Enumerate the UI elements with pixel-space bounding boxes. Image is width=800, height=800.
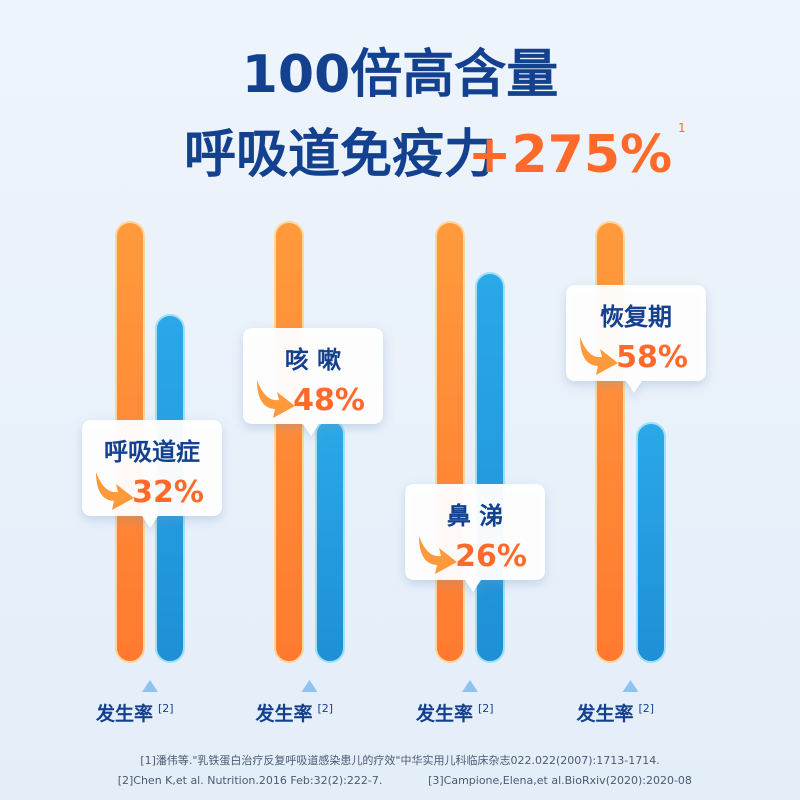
axis-label: 发生率 (254, 702, 312, 725)
up-triangle (301, 680, 318, 692)
callout-value: 32% (132, 475, 204, 510)
title-line2: 呼吸道免疫力 (184, 125, 496, 185)
blue-bar (315, 419, 345, 663)
callout (243, 328, 383, 436)
callout (82, 420, 222, 528)
orange-bar (435, 221, 465, 663)
orange-bar (274, 221, 304, 663)
down-arrow-icon (580, 337, 618, 375)
callout-label: 鼻 涕 (447, 502, 503, 530)
reference: [2]Chen K,et al. Nutrition.2016 Feb:32(2… (118, 774, 383, 787)
axis-label: 发生率 (575, 702, 633, 725)
reference: [3]Campione,Elena,et al.BioRxiv(2020):20… (428, 774, 692, 787)
callout-label: 呼吸道症 (104, 438, 200, 466)
down-arrow-icon (419, 536, 457, 574)
blue-bar (636, 422, 666, 663)
groups: 呼吸道症 32% 发生率 [2] 咳 嗽 48% 发生率 [2] 鼻 涕 26% 发生率 [2] 恢复期… (82, 221, 706, 725)
title-line1: 100倍高含量 (242, 45, 559, 105)
up-triangle (622, 680, 639, 692)
callout (566, 285, 706, 393)
reference: [1]潘伟等."乳铁蛋白治疗反复呼吸道感染患儿的疗效"中华实用儿科临床杂志022… (140, 753, 659, 767)
up-triangle (462, 680, 478, 692)
axis-ref: [2] (318, 702, 334, 715)
callout-label: 咳 嗽 (285, 346, 341, 374)
callout-value: 58% (616, 340, 688, 375)
footnote-mark: 1 (678, 121, 686, 135)
down-arrow-icon (257, 380, 295, 418)
blue-bar (475, 272, 505, 663)
callout-value: 48% (293, 383, 365, 418)
axis-ref: [2] (478, 702, 494, 715)
axis-label: 发生率 (95, 702, 153, 725)
down-arrow-icon (96, 472, 134, 510)
axis-ref: [2] (639, 702, 655, 715)
title-highlight: +275% (468, 125, 672, 185)
axis-label: 发生率 (415, 702, 473, 725)
callout-value: 26% (455, 539, 527, 574)
up-triangle (142, 680, 158, 692)
callout (405, 484, 545, 592)
axis-ref: [2] (158, 702, 174, 715)
callout-label: 恢复期 (600, 303, 672, 331)
